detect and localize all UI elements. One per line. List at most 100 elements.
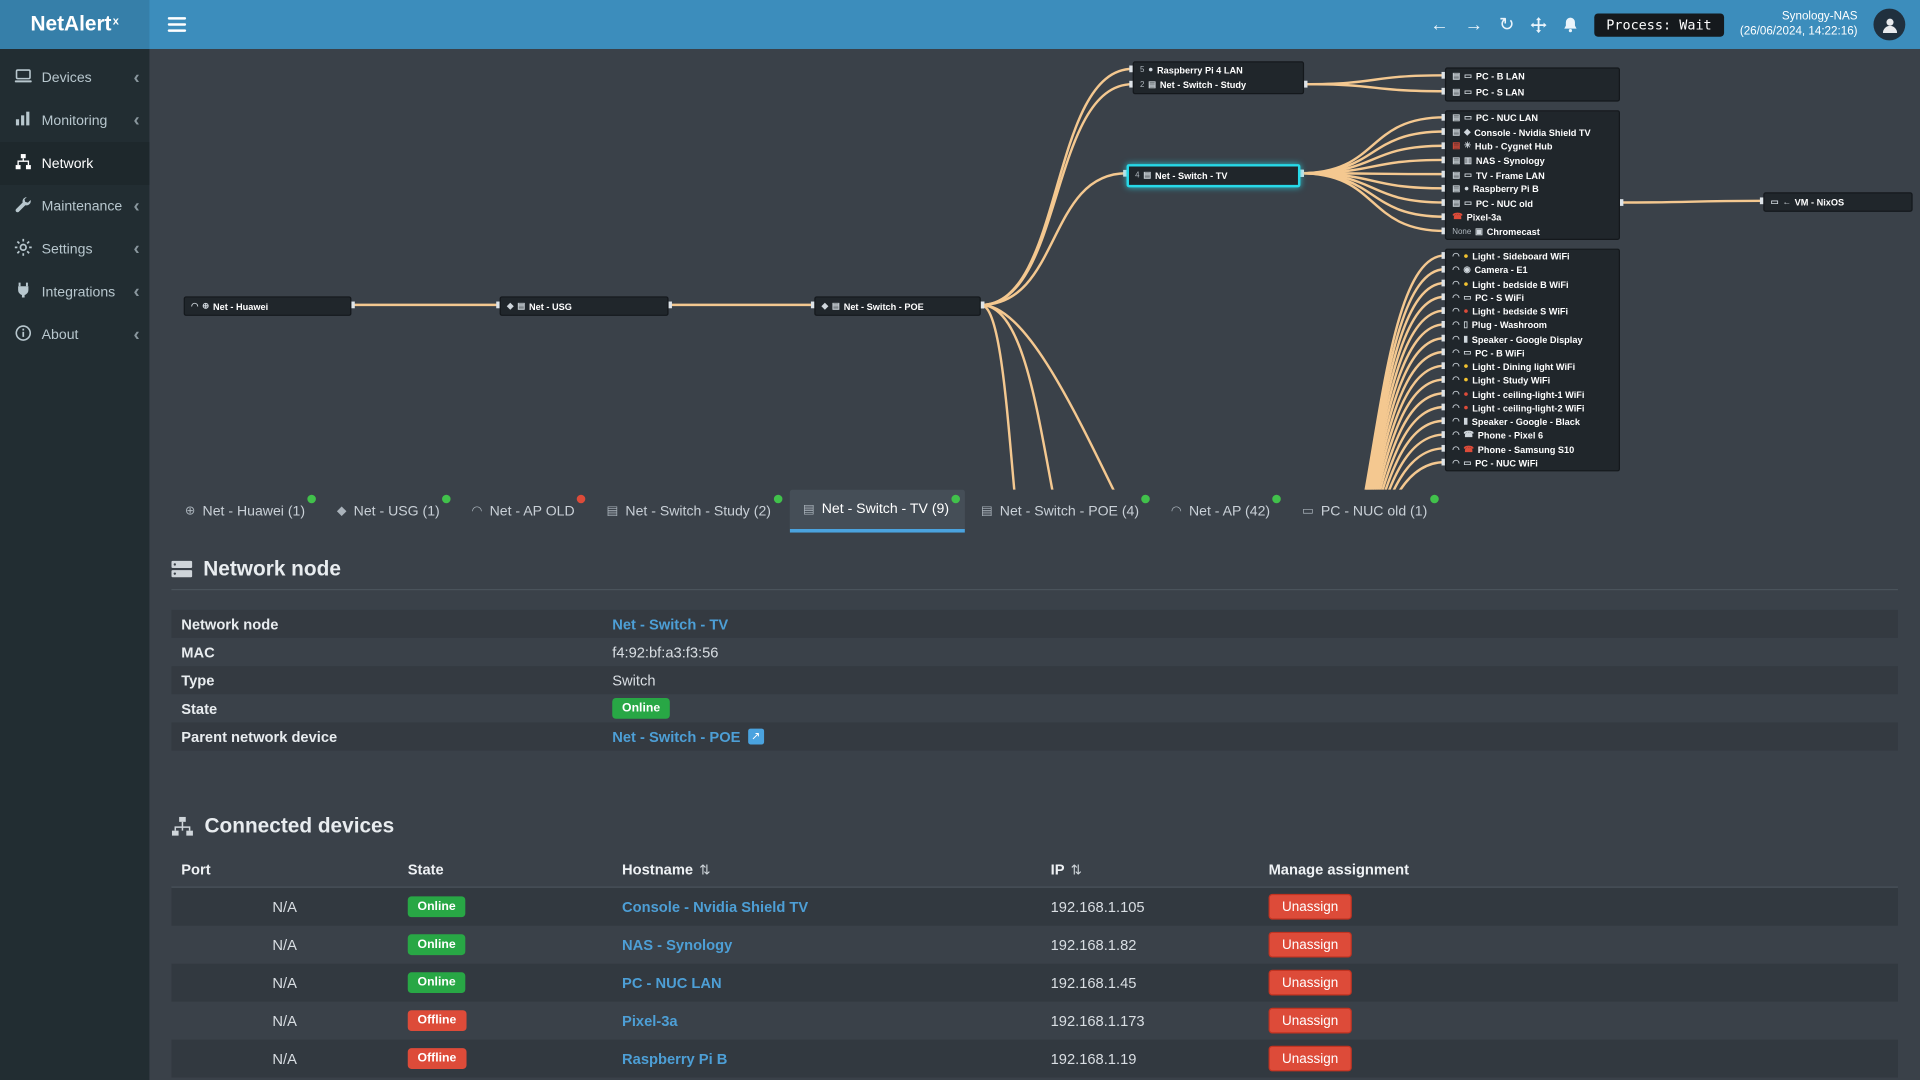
tab-pc-nuc-old-1[interactable]: ▭ PC - NUC old (1) <box>1288 490 1443 533</box>
graph-node-study[interactable]: 5 ● Raspberry Pi 4 LAN 2 ▤ Net - Switch - Stu… <box>1132 61 1305 95</box>
graph-node-tvg[interactable]: ▤ ▭ PC - NUC LAN ▤ ◆ Console - Nvidia Shield … <box>1444 110 1620 241</box>
wifi-icon: ◠ <box>1452 279 1460 289</box>
graph-node-row[interactable]: None ▣ Chromecast <box>1446 225 1619 239</box>
app-logo[interactable]: NetAlert x <box>0 0 150 49</box>
unassign-button[interactable]: Unassign <box>1268 1045 1352 1072</box>
unassign-button[interactable]: Unassign <box>1268 931 1352 958</box>
graph-node-row[interactable]: ◠ ▭ PC - B WiFi <box>1446 346 1619 360</box>
app-logo-text: NetAlert <box>30 12 112 36</box>
hostname-link[interactable]: NAS - Synology <box>622 936 733 954</box>
sidebar-item-maintenance[interactable]: Maintenance ‹ <box>0 185 149 228</box>
field-link[interactable]: Net - Switch - POE <box>612 727 741 746</box>
sidebar-item-integrations[interactable]: Integrations ‹ <box>0 271 149 314</box>
graph-node-row[interactable]: 2 ▤ Net - Switch - Study <box>1134 78 1303 93</box>
graph-node-row[interactable]: ▤ ◆ Console - Nvidia Shield TV <box>1446 126 1619 140</box>
hostname-link[interactable]: Console - Nvidia Shield TV <box>622 898 809 916</box>
graph-node-apg[interactable]: ◠ ● Light - Sideboard WiFi ◠ ◉ Camera - E1 ◠ ● L… <box>1444 248 1620 472</box>
wifi-icon: ◠ <box>1452 293 1460 303</box>
external-link-icon[interactable]: ↗ <box>747 728 764 745</box>
graph-node-row[interactable]: ◠ ▭ PC - S WiFi <box>1446 291 1619 305</box>
unassign-button[interactable]: Unassign <box>1268 893 1352 920</box>
graph-node-row[interactable]: ◠ ● Light - ceiling-light-1 WiFi <box>1446 388 1619 402</box>
sidebar-item-monitoring[interactable]: Monitoring ‹ <box>0 99 149 142</box>
refresh-icon[interactable]: ↻ <box>1499 14 1515 35</box>
back-icon[interactable]: ← <box>1430 14 1449 35</box>
tab-net-switch-poe-4[interactable]: ▤ Net - Switch - POE (4) <box>967 490 1155 533</box>
graph-node-row[interactable]: ◆ ▤ Net - USG <box>501 298 668 315</box>
hostname-link[interactable]: PC - NUC LAN <box>622 974 722 992</box>
sort-icon[interactable]: ⇅ <box>1070 863 1082 878</box>
graph-node-row[interactable]: ◠ ▮ Speaker - Google Display <box>1446 332 1619 346</box>
graph-node-row[interactable]: ◠ ● Light - ceiling-light-2 WiFi <box>1446 401 1619 415</box>
graph-node-row[interactable]: ▤ ▭ PC - NUC old <box>1446 197 1619 211</box>
hostname-link[interactable]: Raspberry Pi B <box>622 1049 728 1068</box>
graph-node-tv[interactable]: 4 ▤ Net - Switch - TV <box>1126 164 1301 188</box>
move-icon[interactable] <box>1530 16 1547 33</box>
graph-edge <box>1304 74 1445 86</box>
camera-icon: ◉ <box>1463 266 1471 275</box>
raspberry-icon: ● <box>1148 65 1154 75</box>
graph-node-row[interactable]: ▤ ▭ PC - B LAN <box>1446 69 1619 85</box>
tab-net-ap-42[interactable]: ◠ Net - AP (42) <box>1157 490 1286 533</box>
graph-node-label: PC - S LAN <box>1475 86 1525 98</box>
cell-ip: 192.168.1.82 <box>1050 936 1137 954</box>
graph-node-row[interactable]: ▤ ● Raspberry Pi B <box>1446 182 1619 196</box>
network-topology-graph[interactable]: ◠ ⊕ Net - Huawei ◆ ▤ Net - USG ◆ ▤ Net - Switch … <box>149 49 1920 490</box>
graph-node-row[interactable]: 4 ▤ Net - Switch - TV <box>1129 167 1298 185</box>
unassign-button[interactable]: Unassign <box>1268 1007 1352 1034</box>
wifi-icon: ◠ <box>1452 403 1460 413</box>
graph-node-row[interactable]: ◠ ● Light - bedside S WiFi <box>1446 305 1619 319</box>
sidebar-item-devices[interactable]: Devices ‹ <box>0 56 149 99</box>
graph-node-huawei[interactable]: ◠ ⊕ Net - Huawei <box>183 296 352 316</box>
bell-icon[interactable] <box>1562 16 1578 33</box>
graph-node-pcb[interactable]: ▤ ▭ PC - B LAN ▤ ▭ PC - S LAN <box>1444 67 1620 102</box>
graph-edge <box>980 82 1133 307</box>
tab-net-ap-old[interactable]: ◠ Net - AP OLD <box>458 490 590 533</box>
tab-net-huawei-1[interactable]: ⊕ Net - Huawei (1) <box>171 490 321 533</box>
graph-node-row[interactable]: ◆ ▤ Net - Switch - POE <box>816 298 980 315</box>
graph-node-row[interactable]: ▤ ▭ PC - S LAN <box>1446 84 1619 100</box>
status-dot <box>442 494 451 504</box>
sort-icon[interactable]: ⇅ <box>699 863 711 878</box>
graph-node-label: Light - Dining light WiFi <box>1472 361 1576 373</box>
sidebar-item-about[interactable]: About ‹ <box>0 313 149 356</box>
graph-node-row[interactable]: ◠ ▭ PC - NUC WiFi <box>1446 456 1619 470</box>
network-node-fields: Network node Net - Switch - TV MAC f4:92:bf… <box>171 609 1898 751</box>
user-avatar[interactable] <box>1873 8 1906 41</box>
graph-node-row[interactable]: ◠ ● Light - Sideboard WiFi <box>1446 250 1619 264</box>
tab-net-switch-tv-9[interactable]: ▤ Net - Switch - TV (9) <box>789 489 965 533</box>
forward-icon[interactable]: → <box>1464 14 1484 35</box>
field-link[interactable]: Net - Switch - TV <box>612 615 729 633</box>
console-icon: ◆ <box>1464 128 1471 138</box>
graph-node-row[interactable]: ▤ ▭ PC - NUC LAN <box>1446 111 1619 125</box>
graph-node-row[interactable]: ◠ ◉ Camera - E1 <box>1446 264 1619 278</box>
graph-node-row[interactable]: ▭ ← VM - NixOS <box>1764 193 1911 210</box>
graph-node-row[interactable]: ◠ ▮ Speaker - Google - Black <box>1446 415 1619 429</box>
field-row-parent-network-device: Parent network device Net - Switch - POE ↗ <box>171 722 1898 751</box>
graph-node-row[interactable]: ▤ ▥ NAS - Synology <box>1446 154 1619 168</box>
sidebar-item-settings[interactable]: Settings ‹ <box>0 228 149 271</box>
sidebar-item-network[interactable]: Network <box>0 142 150 185</box>
graph-node-row[interactable]: ☎ Pixel-3a <box>1446 211 1619 225</box>
graph-node-row[interactable]: ◠ ● Light - bedside B WiFi <box>1446 277 1619 291</box>
graph-node-row[interactable]: ▤ ✳ Hub - Cygnet Hub <box>1446 140 1619 154</box>
sidebar-toggle-button[interactable] <box>149 0 204 49</box>
tab-net-usg-1[interactable]: ◆ Net - USG (1) <box>323 490 455 533</box>
graph-edge <box>1399 460 1445 490</box>
graph-node-row[interactable]: ▤ ▭ TV - Frame LAN <box>1446 168 1619 182</box>
graph-node-row[interactable]: ◠ ⊕ Net - Huawei <box>185 298 350 315</box>
graph-node-poe[interactable]: ◆ ▤ Net - Switch - POE <box>814 296 981 316</box>
hostname-link[interactable]: Pixel-3a <box>622 1012 678 1030</box>
bulb-icon: ● <box>1463 252 1469 261</box>
graph-node-row[interactable]: 5 ● Raspberry Pi 4 LAN <box>1134 62 1303 77</box>
graph-node-row[interactable]: ◠ ☎ Phone - Samsung S10 <box>1446 443 1619 457</box>
graph-node-row[interactable]: ◠ ▯ Plug - Washroom <box>1446 319 1619 333</box>
graph-node-row[interactable]: ◠ ● Light - Dining light WiFi <box>1446 360 1619 374</box>
graph-node-row[interactable]: ◠ ● Light - Study WiFi <box>1446 374 1619 388</box>
graph-node-row[interactable]: ◠ ☎ Phone - Pixel 6 <box>1446 429 1619 443</box>
tab-net-switch-study-2[interactable]: ▤ Net - Switch - Study (2) <box>593 490 787 533</box>
phone-icon: ☎ <box>1452 213 1463 223</box>
graph-node-usg[interactable]: ◆ ▤ Net - USG <box>499 296 669 316</box>
graph-node-nixos[interactable]: ▭ ← VM - NixOS <box>1763 192 1913 212</box>
unassign-button[interactable]: Unassign <box>1268 969 1352 996</box>
